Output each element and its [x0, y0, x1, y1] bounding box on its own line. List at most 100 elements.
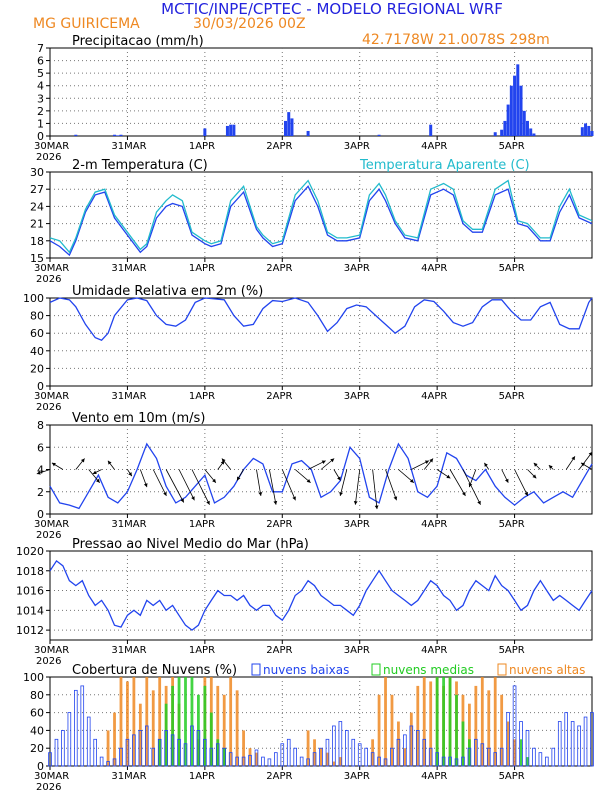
cloud-bar-nuvens-baixas — [54, 738, 59, 767]
cloud-bar-nuvens-baixas — [299, 756, 304, 767]
y-tick-label: 2 — [37, 105, 44, 118]
precip-bar — [509, 85, 513, 136]
cloud-bar-nuvens-altas — [119, 677, 123, 766]
cloud-bar-nuvens-altas — [248, 748, 252, 766]
cloud-bar-nuvens-altas — [106, 730, 110, 766]
cloud-bar-nuvens-baixas — [435, 752, 439, 767]
legend-label: nuvens altas — [509, 663, 585, 677]
cloud-bar-nuvens-baixas — [448, 756, 452, 767]
cloud-bar-nuvens-medias — [448, 677, 452, 766]
header-run-time: 30/03/2026 00Z — [193, 16, 306, 32]
legend-label: Temperatura Aparente (C) — [359, 158, 530, 173]
cloud-bar-nuvens-altas — [216, 685, 220, 766]
cloud-bar-nuvens-altas — [242, 730, 245, 766]
cloud-bar-nuvens-altas — [487, 690, 491, 766]
series-line-umidade-relativa — [49, 297, 593, 341]
wind-arrowhead — [306, 478, 311, 483]
cloud-bar-nuvens-medias — [164, 703, 168, 766]
wind-arrowhead — [221, 458, 226, 463]
y-tick-label: 60 — [30, 327, 44, 340]
cloud-bar-nuvens-baixas — [67, 712, 72, 767]
y-tick-label: 100 — [23, 292, 44, 305]
cloud-bar-nuvens-altas — [384, 677, 387, 766]
x-year-label: 2026 — [36, 402, 61, 413]
cloud-bar-nuvens-baixas — [396, 738, 401, 767]
x-tick-label: 5APR — [499, 391, 525, 402]
cloud-bar-nuvens-baixas — [138, 730, 143, 767]
wind-arrowhead — [532, 474, 537, 479]
y-tick-label: 100 — [23, 671, 44, 684]
precip-bar — [529, 128, 533, 136]
wind-arrowhead — [339, 492, 343, 496]
wind-arrowhead — [581, 462, 585, 467]
x-tick-label: 1APR — [189, 391, 215, 402]
wind-arrowhead — [321, 460, 326, 464]
cloud-bar-nuvens-baixas — [293, 747, 297, 767]
cloud-bar-nuvens-baixas — [480, 743, 485, 767]
x-tick-label: 4APR — [421, 645, 447, 656]
x-year-label: 2026 — [36, 782, 61, 792]
cloud-bar-nuvens-baixas — [267, 758, 272, 767]
x-tick-label: 3APR — [344, 391, 370, 402]
cloud-bar-nuvens-baixas — [583, 716, 588, 767]
wind-arrowhead — [374, 505, 379, 510]
legend-swatch — [497, 663, 507, 676]
cloud-bar-nuvens-altas — [506, 721, 510, 766]
wind-vector — [578, 451, 593, 470]
y-tick-label: 1018 — [16, 565, 44, 578]
cloud-bar-nuvens-baixas — [493, 752, 498, 767]
y-tick-label: 80 — [30, 310, 44, 323]
series-line-temperatura-aparente — [49, 179, 593, 254]
cloud-bar-nuvens-baixas — [228, 752, 233, 767]
wind-arrowhead — [80, 458, 85, 463]
cloud-bar-nuvens-altas — [222, 694, 226, 766]
cloud-bar-nuvens-baixas — [125, 738, 130, 767]
cloud-bar-nuvens-baixas — [454, 758, 459, 767]
wind-arrowhead — [212, 478, 216, 483]
cloud-bar-nuvens-baixas — [570, 721, 575, 767]
wind-arrowhead — [353, 500, 358, 505]
panel-clouds: 0 20 40 60 80 100 30MAR 31MAR 1APR 2APR 3APR 4APR 5A… — [23, 663, 594, 792]
x-tick-label: 2APR — [266, 771, 292, 782]
cloud-bar-nuvens-baixas — [338, 721, 343, 767]
x-tick-label: 31MAR — [111, 645, 146, 656]
wind-arrowhead — [292, 496, 296, 501]
x-tick-label: 30MAR — [34, 519, 69, 530]
x-tick-label: 4APR — [421, 263, 447, 274]
y-tick-label: 0 — [37, 130, 44, 143]
cloud-bar-nuvens-medias — [158, 739, 162, 766]
wind-arrowhead — [236, 476, 241, 481]
panel-title: Cobertura de Nuvens (%) — [72, 663, 237, 678]
cloud-bar-nuvens-baixas — [241, 756, 246, 767]
cloud-bar-nuvens-altas — [468, 703, 471, 766]
cloud-bar-nuvens-medias — [442, 677, 445, 766]
wind-vector — [514, 469, 529, 497]
wind-arrowhead — [143, 483, 148, 488]
cloud-bar-nuvens-baixas — [99, 756, 104, 767]
cloud-bar-nuvens-baixas — [428, 747, 433, 767]
cloud-bar-nuvens-medias — [190, 677, 194, 766]
cloud-bar-nuvens-baixas — [383, 758, 388, 767]
cloud-bar-nuvens-baixas — [177, 738, 181, 767]
series-line-temperatura — [49, 185, 593, 257]
y-tick-label: 7 — [37, 42, 44, 55]
wind-arrowhead — [424, 460, 429, 464]
cloud-bar-nuvens-baixas — [506, 712, 510, 767]
y-tick-label: 18 — [30, 235, 44, 248]
y-tick-label: 21 — [30, 218, 44, 231]
x-tick-label: 31MAR — [111, 141, 146, 152]
cloud-bar-nuvens-medias — [203, 685, 207, 766]
cloud-bar-nuvens-baixas — [248, 754, 252, 767]
cloud-bar-nuvens-baixas — [183, 743, 188, 767]
cloud-bar-nuvens-baixas — [512, 685, 517, 767]
x-tick-label: 2APR — [266, 391, 292, 402]
cloud-bar-nuvens-baixas — [86, 716, 91, 767]
x-tick-label: 4APR — [421, 141, 447, 152]
precip-bar — [74, 134, 78, 136]
y-tick-label: 0 — [37, 760, 44, 773]
x-tick-label: 5APR — [499, 771, 525, 782]
cloud-bar-nuvens-baixas — [261, 756, 265, 767]
cloud-bar-nuvens-baixas — [306, 758, 310, 767]
y-tick-label: 20 — [30, 362, 44, 375]
cloud-bar-nuvens-altas — [145, 677, 149, 766]
